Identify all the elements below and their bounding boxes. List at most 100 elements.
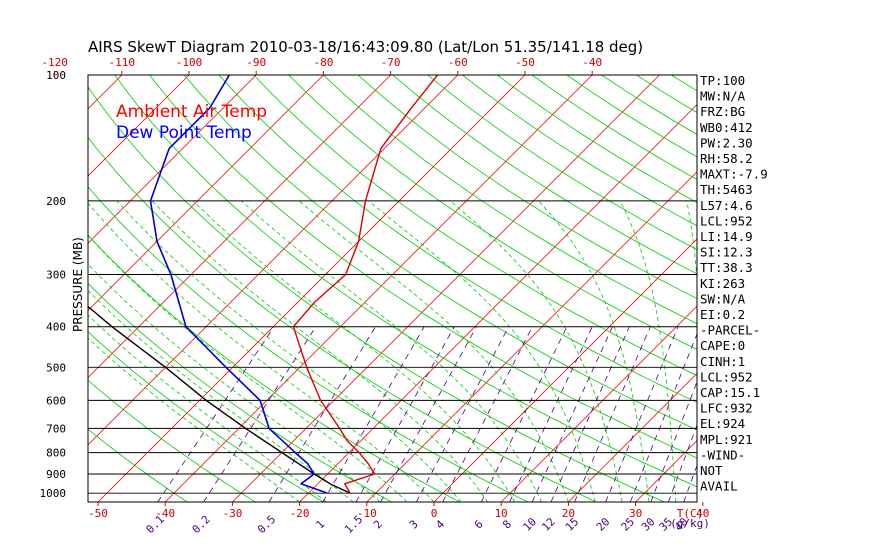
isotherm-line [88, 75, 257, 244]
isotherm-line [0, 75, 55, 502]
legend-dew-point-temp: Dew Point Temp [116, 123, 252, 143]
mixing-ratio-line [574, 326, 651, 502]
pressure-tick-label: 500 [46, 361, 66, 374]
dry-adiabat-line [183, 75, 697, 431]
mixing-ratio-line [480, 326, 568, 502]
mixing-ratio-unit-label: (g/kg) [670, 517, 710, 530]
mixing-ratio-tick-label: 10 [520, 515, 539, 534]
moist-adiabat-line [241, 200, 542, 502]
index-label: CINH:1 [700, 354, 745, 369]
y-axis-title: PRESSURE (MB) [71, 237, 85, 332]
dry-adiabat-line [497, 75, 697, 203]
index-label: AVAIL [700, 479, 738, 494]
top-temp-tick-label: -120 [41, 56, 68, 69]
isotherm-line [97, 75, 526, 502]
index-label: -PARCEL- [700, 323, 760, 338]
dry-adiabat-line [392, 75, 697, 275]
index-label: CAP:15.1 [700, 385, 760, 400]
pressure-tick-label: 700 [46, 422, 66, 435]
bottom-temp-tick-label: -40 [155, 507, 175, 520]
moist-adiabat-line [88, 234, 408, 502]
mixing-ratio-line [650, 380, 697, 502]
index-label: TT:38.3 [700, 260, 753, 275]
top-temp-tick-label: -50 [515, 56, 535, 69]
pressure-tick-label: 300 [46, 269, 66, 282]
bottom-temp-tick-label: -10 [357, 507, 377, 520]
dry-adiabat-line [357, 75, 697, 299]
bottom-temp-tick-label: 10 [495, 507, 508, 520]
dry-adiabat-line [741, 75, 870, 502]
index-label: LCL:952 [700, 369, 753, 384]
index-label: CAPE:0 [700, 338, 745, 353]
top-temp-tick-label: -100 [176, 56, 203, 69]
top-temp-tick-label: -60 [448, 56, 468, 69]
dry-adiabat-line [427, 75, 697, 251]
dry-adiabat-line [88, 282, 392, 502]
mixing-ratio-tick-label: 6 [472, 518, 486, 532]
index-label: TP:100 [700, 73, 745, 88]
pressure-tick-label: 600 [46, 394, 66, 407]
mixing-ratio-tick-label: 20 [594, 515, 613, 534]
pressure-tick-label: 200 [46, 195, 66, 208]
dry-adiabat-line [253, 75, 697, 377]
index-label: WB0:412 [700, 120, 753, 135]
top-temp-tick-label: -110 [109, 56, 136, 69]
mixing-ratio-line [203, 326, 317, 502]
dry-adiabat-line [88, 136, 597, 502]
dry-adiabat-line [323, 75, 697, 325]
mixing-ratio-line [380, 326, 477, 502]
isotherm-line [770, 75, 870, 502]
mixing-ratio-line [268, 326, 376, 502]
isotherm-line [164, 75, 593, 502]
index-label: KI:263 [700, 276, 745, 291]
bottom-temp-tick-label: 40 [696, 507, 709, 520]
pressure-tick-label: 900 [46, 468, 66, 481]
bottom-temp-tick-label: -20 [290, 507, 310, 520]
mixing-ratio-tick-label: 4 [433, 517, 447, 531]
mixing-ratio-tick-label: 3 [407, 518, 421, 532]
index-label: LI:14.9 [700, 229, 753, 244]
moist-adiabat-line [88, 337, 300, 502]
chart-title: AIRS SkewT Diagram 2010-03-18/16:43:09.8… [88, 38, 643, 56]
moist-adiabat-line [450, 200, 623, 502]
index-label: -WIND- [700, 447, 745, 462]
moist-adiabat-line [298, 200, 569, 502]
mixing-ratio-line [629, 333, 697, 502]
index-label: NOT [700, 463, 723, 478]
pressure-tick-label: 1000 [40, 487, 67, 500]
index-label: FRZ:BG [700, 104, 745, 119]
top-temp-tick-label: -90 [246, 56, 266, 69]
index-label: SW:N/A [700, 291, 746, 306]
bottom-temp-tick-label: 30 [629, 507, 642, 520]
isotherm-line [635, 440, 697, 502]
dry-adiabat-line [88, 428, 188, 502]
mixing-ratio-line [550, 326, 630, 502]
dry-adiabat-line [88, 379, 256, 502]
plot-frame [87, 74, 698, 503]
index-label: RH:58.2 [700, 151, 753, 166]
series-layer [88, 75, 439, 494]
moist-adiabat-line [151, 200, 489, 502]
bottom-temp-tick-label: 20 [562, 507, 575, 520]
grid-layer [0, 75, 870, 502]
dry-adiabat-line [88, 185, 529, 502]
isotherm-line [88, 75, 190, 177]
dry-adiabat-line [288, 75, 697, 350]
isotherm-line [88, 75, 391, 379]
dry-adiabat-line [88, 86, 665, 502]
index-label: SI:12.3 [700, 245, 753, 260]
index-label: EI:0.2 [700, 307, 745, 322]
moist-adiabat-line [192, 200, 515, 502]
mixing-ratio-tick-label: 1 [313, 518, 327, 532]
index-label: LFC:932 [700, 401, 753, 416]
isotherm-line [232, 75, 660, 502]
isotherm-line [88, 75, 123, 110]
moist-adiabat-line [619, 200, 677, 502]
index-label: EL:924 [700, 416, 745, 431]
pressure-tick-label: 100 [46, 69, 66, 82]
moist-adiabat-line [116, 200, 462, 502]
dew-point-line [149, 75, 328, 494]
dry-adiabat-line [88, 331, 324, 502]
moist-adiabat-line [88, 202, 435, 502]
